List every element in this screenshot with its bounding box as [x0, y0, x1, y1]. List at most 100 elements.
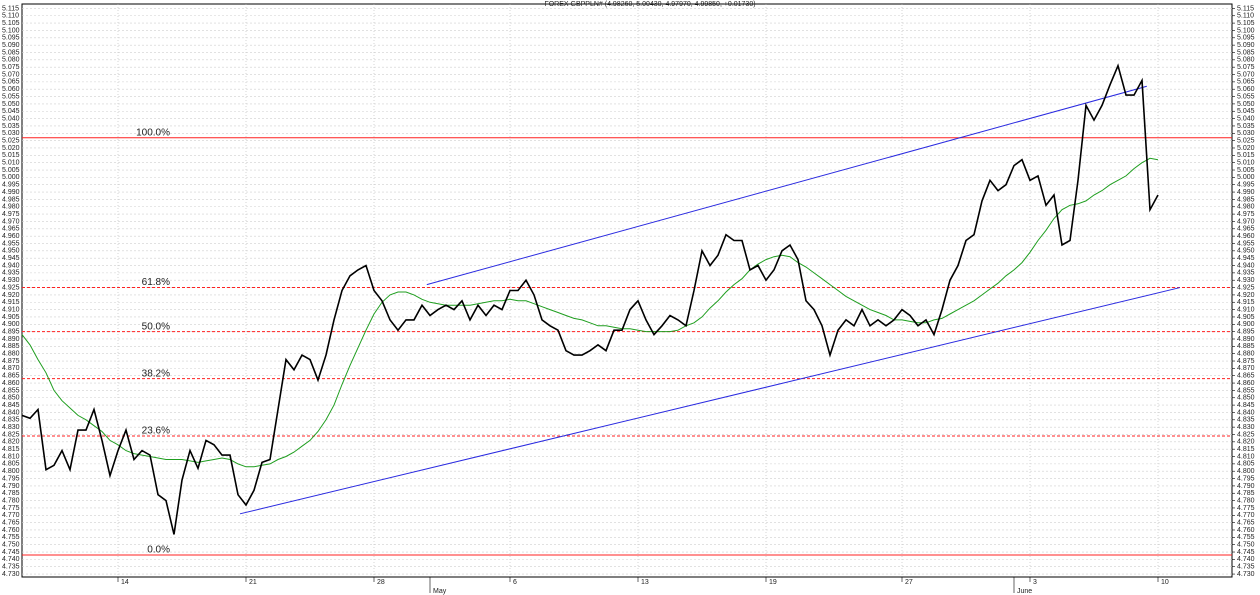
y-tick-label: 4.990: [2, 189, 20, 196]
y-tick-label: 5.110: [2, 13, 19, 20]
y-tick-label: 4.860: [1237, 380, 1255, 387]
level-label: 23.6%: [142, 426, 170, 437]
y-tick-label: 4.815: [1237, 446, 1255, 453]
y-tick-label: 5.110: [1237, 13, 1254, 20]
y-tick-label: 4.985: [2, 196, 20, 203]
y-tick-label: 5.045: [2, 108, 20, 115]
y-tick-label: 4.790: [2, 483, 20, 490]
y-tick-label: 4.900: [2, 321, 20, 328]
y-tick-label: 4.820: [2, 439, 20, 446]
y-tick-label: 4.805: [2, 461, 20, 468]
y-tick-label: 5.060: [1237, 86, 1255, 93]
level-label: 38.2%: [142, 368, 170, 379]
y-tick-label: 5.010: [2, 160, 20, 167]
y-tick-label: 4.935: [2, 270, 20, 277]
y-tick-label: 5.050: [2, 101, 20, 108]
y-tick-label: 5.070: [2, 71, 20, 78]
y-tick-label: 4.925: [1237, 284, 1255, 291]
y-tick-label: 5.005: [1237, 167, 1255, 174]
average-line: [21, 157, 1159, 468]
y-tick-label: 4.865: [2, 373, 20, 380]
y-tick-label: 4.970: [2, 218, 20, 225]
y-tick-label: 5.085: [2, 49, 20, 56]
y-tick-label: 5.055: [2, 93, 20, 100]
y-tick-label: 4.770: [2, 512, 20, 519]
y-tick-label: 5.035: [1237, 123, 1255, 130]
y-tick-label: 5.100: [1237, 27, 1255, 34]
y-tick-label: 4.875: [1237, 358, 1255, 365]
level-label: 100.0%: [136, 127, 170, 138]
y-tick-label: 4.945: [1237, 255, 1255, 262]
x-tick-label: 10: [1161, 579, 1169, 586]
y-tick-label: 4.995: [1237, 182, 1255, 189]
y-tick-label: 4.800: [2, 468, 20, 475]
y-tick-label: 4.975: [2, 211, 20, 218]
y-tick-label: 4.830: [2, 424, 20, 431]
chart-title: FOREX GBPPLN# (4.98260, 5.00430, 4.97970…: [544, 1, 755, 8]
y-tick-label: 4.850: [2, 395, 20, 402]
y-tick-label: 4.885: [1237, 343, 1255, 350]
y-tick-label: 5.025: [1237, 137, 1255, 144]
y-tick-label: 4.825: [1237, 431, 1255, 438]
y-tick-label: 4.765: [1237, 519, 1255, 526]
y-tick-label: 4.835: [2, 417, 20, 424]
y-tick-label: 4.940: [2, 262, 20, 269]
y-tick-label: 4.890: [1237, 336, 1255, 343]
y-tick-label: 4.840: [2, 409, 20, 416]
y-tick-label: 4.785: [2, 490, 20, 497]
x-tick-label: 21: [249, 579, 257, 586]
y-tick-label: 4.760: [2, 527, 20, 534]
y-tick-label: 4.745: [2, 549, 20, 556]
y-tick-label: 4.785: [1237, 490, 1255, 497]
y-tick-label: 5.075: [2, 64, 20, 71]
y-tick-label: 4.855: [2, 387, 20, 394]
y-tick-label: 5.000: [1237, 174, 1255, 181]
y-tick-label: 4.995: [2, 182, 20, 189]
y-tick-label: 4.905: [1237, 314, 1255, 321]
y-tick-label: 4.950: [2, 248, 20, 255]
y-tick-label: 5.075: [1237, 64, 1255, 71]
y-tick-label: 5.090: [1237, 42, 1255, 49]
y-tick-label: 5.065: [1237, 79, 1255, 86]
y-tick-label: 4.740: [1237, 556, 1255, 563]
y-tick-label: 4.865: [1237, 373, 1255, 380]
y-tick-label: 4.780: [2, 497, 20, 504]
y-tick-label: 5.080: [1237, 57, 1255, 64]
y-tick-label: 4.810: [1237, 453, 1255, 460]
y-tick-label: 4.765: [2, 519, 20, 526]
y-tick-label: 4.780: [1237, 497, 1255, 504]
y-tick-label: 4.870: [2, 365, 20, 372]
y-tick-label: 4.760: [1237, 527, 1255, 534]
y-tick-label: 4.990: [1237, 189, 1255, 196]
y-tick-label: 4.970: [1237, 218, 1255, 225]
y-tick-label: 5.060: [2, 86, 20, 93]
y-tick-label: 4.790: [1237, 483, 1255, 490]
level-label: 61.8%: [142, 277, 170, 288]
y-tick-label: 5.115: [1237, 5, 1254, 12]
x-tick-label: 19: [769, 579, 777, 586]
y-tick-label: 4.735: [2, 564, 20, 571]
y-tick-label: 4.770: [1237, 512, 1255, 519]
y-tick-label: 5.085: [1237, 49, 1255, 56]
plot-frame: [21, 3, 1233, 578]
level-label: 50.0%: [142, 321, 170, 332]
y-tick-label: 4.960: [2, 233, 20, 240]
y-tick-label: 4.920: [2, 292, 20, 299]
y-tick-label: 4.795: [2, 475, 20, 482]
y-tick-label: 4.775: [1237, 505, 1255, 512]
y-tick-label: 5.030: [2, 130, 20, 137]
y-tick-label: 4.830: [1237, 424, 1255, 431]
y-tick-label: 4.930: [2, 277, 20, 284]
x-tick-label: 27: [905, 579, 913, 586]
y-tick-label: 5.005: [2, 167, 20, 174]
y-tick-label: 5.080: [2, 57, 20, 64]
y-tick-label: 4.855: [1237, 387, 1255, 394]
y-tick-label: 4.895: [2, 328, 20, 335]
y-tick-label: 4.745: [1237, 549, 1255, 556]
y-tick-label: 4.825: [2, 431, 20, 438]
y-tick-label: 4.750: [2, 542, 20, 549]
y-tick-label: 4.870: [1237, 365, 1255, 372]
y-tick-label: 5.105: [1237, 20, 1255, 27]
